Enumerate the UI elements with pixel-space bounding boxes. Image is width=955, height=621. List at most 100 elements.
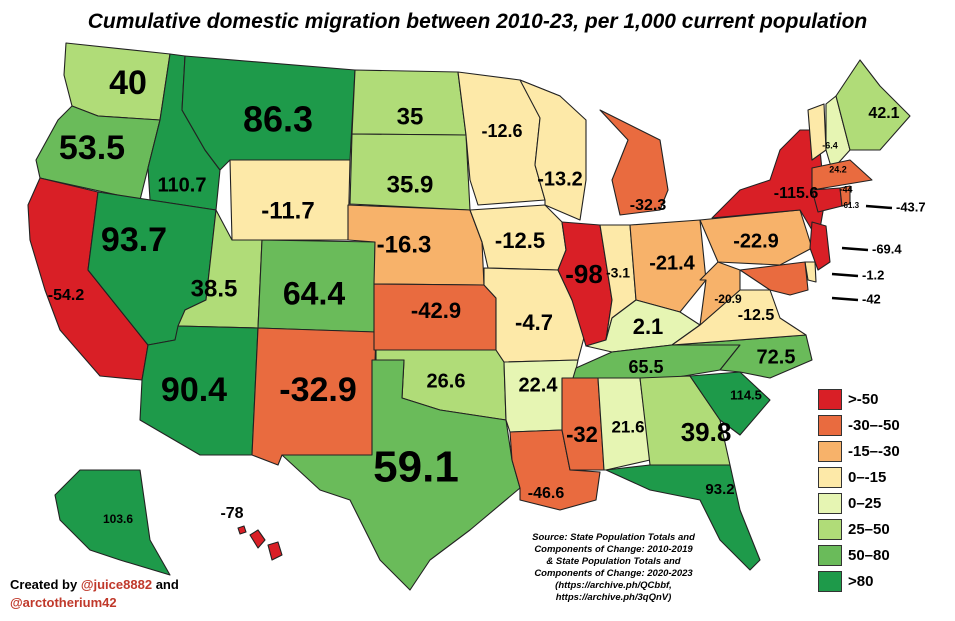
value-label-fl: 93.2 <box>705 481 734 498</box>
state-al[interactable] <box>597 377 651 471</box>
state-nh[interactable] <box>825 95 851 171</box>
state-me[interactable] <box>835 59 911 151</box>
value-label-ms: -32 <box>566 422 598 447</box>
legend-item: 25–50 <box>818 516 900 542</box>
value-label-mo: -4.7 <box>515 310 553 335</box>
value-label-pa: -22.9 <box>733 230 779 252</box>
value-label-mn: -12.6 <box>481 121 522 141</box>
legend-swatch <box>818 466 842 488</box>
legend-label: 50–80 <box>848 546 890 564</box>
source-line: Components of Change: 2010-2019 <box>534 544 693 555</box>
legend-label: -15–-30 <box>848 442 900 460</box>
value-label-az: 90.4 <box>161 371 227 409</box>
state-ak[interactable] <box>54 469 171 576</box>
value-label-ma: -44 <box>839 184 852 194</box>
credits-prefix: Created by <box>10 577 78 592</box>
callout-arrow-ri <box>865 204 893 210</box>
legend-swatch <box>818 544 842 566</box>
legend-item: >-50 <box>818 386 900 412</box>
credits: Created by @juice8882 and @arctotherium4… <box>10 576 179 612</box>
value-label-ne: -16.3 <box>377 231 432 258</box>
state-hi[interactable] <box>237 525 283 561</box>
state-wi[interactable] <box>519 79 587 221</box>
value-label-mi: -32.3 <box>630 197 667 214</box>
state-md[interactable] <box>739 261 809 296</box>
value-label-ia: -12.5 <box>495 228 545 253</box>
value-label-il: -98 <box>565 259 603 289</box>
legend-label: 0–25 <box>848 494 882 512</box>
legend-label: -30–-50 <box>848 416 900 434</box>
callout-arrow-nj <box>841 246 869 252</box>
value-label-or: 53.5 <box>59 129 125 167</box>
legend: >-50 -30–-50 -15–-30 0–-15 0–25 25–50 50–80 >80 <box>818 386 900 594</box>
credits-handle-1[interactable]: @juice8882 <box>80 577 153 592</box>
value-label-ri: -43.7 <box>896 199 926 214</box>
value-label-wa: 40 <box>109 64 147 102</box>
legend-swatch <box>818 388 842 410</box>
value-label-nd: 35 <box>397 103 424 130</box>
value-label-sc: 114.5 <box>730 387 762 402</box>
state-oh[interactable] <box>629 219 707 313</box>
value-label-vt: -6.4 <box>822 140 838 150</box>
state-nc[interactable] <box>671 334 813 379</box>
value-label-ar: 22.4 <box>519 374 559 396</box>
value-label-hi: -78 <box>220 505 243 522</box>
value-label-md: -42 <box>862 291 881 306</box>
value-label-nm: -32.9 <box>279 371 357 409</box>
callout-arrow-md <box>831 296 859 302</box>
state-ga[interactable] <box>639 375 731 466</box>
value-label-ks: -42.9 <box>411 298 461 323</box>
legend-item: 0–-15 <box>818 464 900 490</box>
state-ri[interactable] <box>839 185 851 207</box>
state-mi[interactable] <box>599 109 669 216</box>
value-label-wy: -11.7 <box>261 197 314 224</box>
value-label-in: -3.1 <box>606 265 630 281</box>
value-label-nj: -69.4 <box>872 241 902 256</box>
source-line: (https://archive.ph/QCbbf, <box>555 580 672 591</box>
value-label-tx: 59.1 <box>373 443 459 492</box>
state-fl[interactable] <box>605 464 761 571</box>
state-ma[interactable] <box>811 159 873 191</box>
value-label-nv: 93.7 <box>101 221 167 259</box>
credits-handle-2[interactable]: @arctotherium42 <box>10 595 117 610</box>
value-label-wi: -13.2 <box>537 168 583 190</box>
legend-label: 0–-15 <box>848 468 887 486</box>
legend-swatch <box>818 492 842 514</box>
state-sc[interactable] <box>689 371 771 436</box>
legend-swatch <box>818 570 842 592</box>
state-nj[interactable] <box>809 221 831 271</box>
legend-swatch <box>818 518 842 540</box>
credits-joiner: and <box>155 577 179 592</box>
state-tx[interactable] <box>281 359 521 591</box>
value-label-de: -1.2 <box>862 267 884 282</box>
value-label-ca: -54.2 <box>48 287 85 304</box>
value-label-co: 64.4 <box>283 275 345 311</box>
legend-item: 50–80 <box>818 542 900 568</box>
value-label-ak: 103.6 <box>103 512 133 526</box>
value-label-id: 110.7 <box>158 174 207 196</box>
value-label-ok: 26.6 <box>427 370 466 392</box>
source-line: https://archive.ph/3qQnV) <box>555 592 672 603</box>
value-label-ga: 39.8 <box>681 417 732 447</box>
value-label-al: 21.6 <box>611 417 644 436</box>
value-label-ny: -115.6 <box>774 185 819 202</box>
value-label-wv: -20.9 <box>714 292 742 306</box>
value-label-ky: 2.1 <box>633 314 664 339</box>
state-ms[interactable] <box>561 377 605 471</box>
legend-item: -15–-30 <box>818 438 900 464</box>
value-label-nc: 72.5 <box>757 346 796 368</box>
value-label-va: -12.5 <box>738 307 775 324</box>
state-ny[interactable] <box>711 129 826 241</box>
state-de[interactable] <box>804 261 817 283</box>
legend-label: 25–50 <box>848 520 890 538</box>
value-label-la: -46.6 <box>528 485 565 502</box>
legend-item: >80 <box>818 568 900 594</box>
legend-item: -30–-50 <box>818 412 900 438</box>
legend-item: 0–25 <box>818 490 900 516</box>
legend-swatch <box>818 440 842 462</box>
source-note: Source: State Population Totals and Compo… <box>506 532 721 604</box>
value-label-me: 42.1 <box>868 105 899 122</box>
value-label-oh: -21.4 <box>649 252 695 274</box>
value-label-tn: 65.5 <box>628 357 663 377</box>
